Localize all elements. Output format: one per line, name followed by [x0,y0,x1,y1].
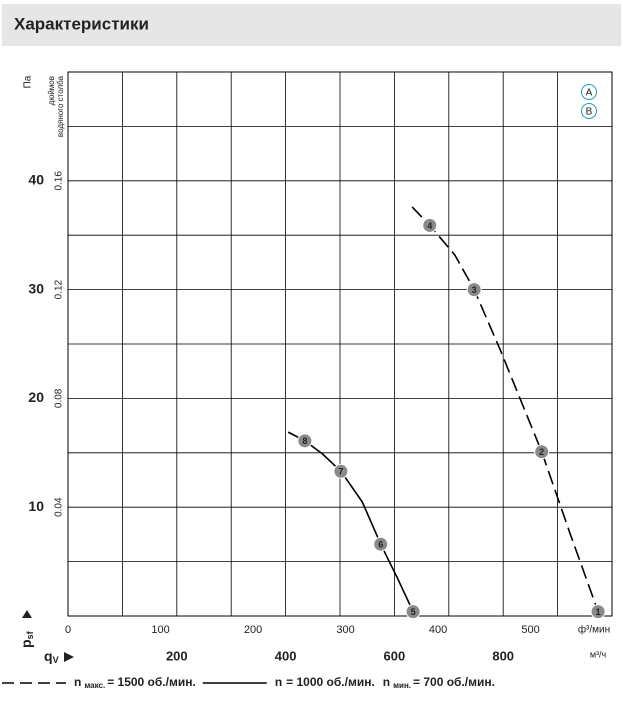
point-label: 2 [539,447,544,457]
point-label: 7 [338,467,343,477]
x-symbol-symbol: q [44,648,53,664]
point-marker [405,604,421,620]
title-bar [2,4,621,46]
x-symbol: qV [44,648,59,666]
legend-subscript: мин. [393,681,411,690]
legend-symbol: n [74,675,81,689]
point-label: 8 [302,436,307,446]
x-symbol-subscript: V [53,655,59,665]
y2-tick-label: 0.16 [54,171,65,191]
x-tick-label: 100 [151,624,169,636]
y2-tick-label: 0.08 [54,388,65,408]
x2-tick-label: 600 [384,648,406,663]
y-tick-label: 30 [28,280,44,296]
x2-tick-label: 800 [492,648,514,663]
legend-entry: n мин. = 700 об./мин. [383,675,495,690]
point-label: 4 [427,221,432,231]
y-arrow [22,610,32,618]
curve [411,206,599,612]
x-arrow [64,652,74,662]
y2-axis-label: водяного столба [56,75,65,137]
x-tick-label: 400 [429,624,447,636]
legend-symbol: n [275,675,282,689]
badge-label: B [586,107,593,118]
legend-text: = 700 об./мин. [413,675,495,689]
point-marker [333,463,349,479]
point-label: 6 [378,540,383,550]
badge-label: A [586,88,593,99]
y-symbol-subscript: sf [25,630,35,639]
point-marker [422,217,438,233]
y-tick-label: 10 [28,498,44,514]
x-tick-label: 0 [65,624,71,636]
point-marker [297,433,313,449]
badge [581,103,597,119]
point-marker [466,282,482,298]
y-symbol: psf [18,630,36,648]
y-tick-label: 20 [28,389,44,405]
legend-entry: n = 1000 об./мин. [275,675,375,689]
point-label: 1 [596,607,601,617]
point-label: 3 [472,285,477,295]
point-marker [534,444,550,460]
point-label: 5 [411,607,416,617]
legend-subscript: макс. [84,681,105,690]
x2-tick-label: 200 [166,648,188,663]
x-tick-label: 300 [336,624,354,636]
x2-axis-label: м³/ч [590,649,607,659]
y2-axis-label: дюймов [47,76,56,105]
y2-tick-label: 0.12 [54,279,65,299]
point-marker [373,536,389,552]
x-tick-label: 500 [521,624,539,636]
badge [581,84,597,100]
x-tick-label: 200 [244,624,262,636]
legend-symbol: n [383,675,390,689]
legend-text: = 1000 об./мин. [286,675,375,689]
y-axis-label: Па [23,75,34,88]
legend-entry: n макс. = 1500 об./мин. [74,675,196,690]
chart-title: Характеристики [14,14,149,33]
legend-text: = 1500 об./мин. [107,675,196,689]
y2-tick-label: 0.04 [54,497,65,517]
y-symbol-symbol: p [18,639,34,648]
x2-tick-label: 400 [275,648,297,663]
x-axis-label: ф³/мин [578,624,610,636]
point-marker [590,604,606,620]
y-tick-label: 40 [28,172,44,188]
